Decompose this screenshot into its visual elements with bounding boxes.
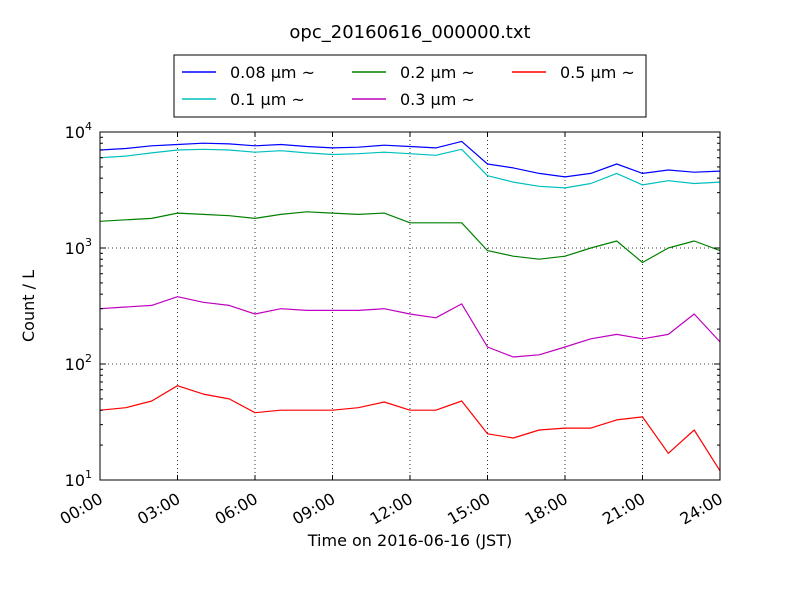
x-tick-label: 18:00 (522, 489, 571, 529)
x-tick-label: 06:00 (212, 489, 261, 529)
legend-item: 0.1 μm ~ (182, 90, 305, 109)
legend-label: 0.2 μm ~ (400, 63, 475, 82)
y-tick-label: 102 (65, 352, 92, 374)
axis-ticks (99, 131, 721, 481)
x-tick-label: 21:00 (599, 489, 648, 529)
legend-item: 0.2 μm ~ (352, 63, 475, 82)
legend-label: 0.08 μm ~ (230, 63, 315, 82)
y-tick-labels: 101 102 103 104 (65, 120, 92, 490)
y-tick-label: 103 (65, 236, 92, 258)
plot-area (99, 131, 721, 481)
series-line-3 (99, 211, 721, 264)
x-tick-label: 12:00 (367, 489, 416, 529)
legend-item: 0.08 μm ~ (182, 63, 315, 82)
chart-title: opc_20160616_000000.txt (289, 22, 530, 43)
series-line-1 (99, 140, 721, 178)
y-axis-label: Count / L (19, 270, 38, 342)
legend-box (173, 54, 647, 118)
legend: 0.08 μm ~ 0.1 μm ~ 0.2 μm ~ 0.3 μm ~ 0.5 μm … (173, 54, 647, 118)
legend-label: 0.3 μm ~ (400, 90, 475, 109)
x-tick-label: 24:00 (677, 489, 726, 529)
y-tick-label: 104 (65, 120, 92, 142)
legend-label: 0.1 μm ~ (230, 90, 305, 109)
legend-item: 0.5 μm ~ (512, 63, 635, 82)
series-line-4 (99, 296, 721, 358)
x-tick-label: 15:00 (444, 489, 493, 529)
series-lines (99, 140, 721, 472)
legend-label: 0.5 μm ~ (560, 63, 635, 82)
x-tick-label: 09:00 (289, 489, 338, 529)
series-line-2 (99, 148, 721, 189)
x-tick-label: 00:00 (57, 489, 106, 529)
x-tick-labels: 00:00 03:00 06:00 09:00 12:00 15:00 18:00 21:00… (57, 489, 726, 529)
grid-lines (100, 132, 720, 480)
legend-item: 0.3 μm ~ (352, 90, 475, 109)
y-tick-label: 101 (65, 468, 92, 490)
series-line-5 (99, 385, 721, 472)
x-tick-label: 03:00 (134, 489, 183, 529)
x-axis-label: Time on 2016-06-16 (JST) (307, 531, 512, 550)
